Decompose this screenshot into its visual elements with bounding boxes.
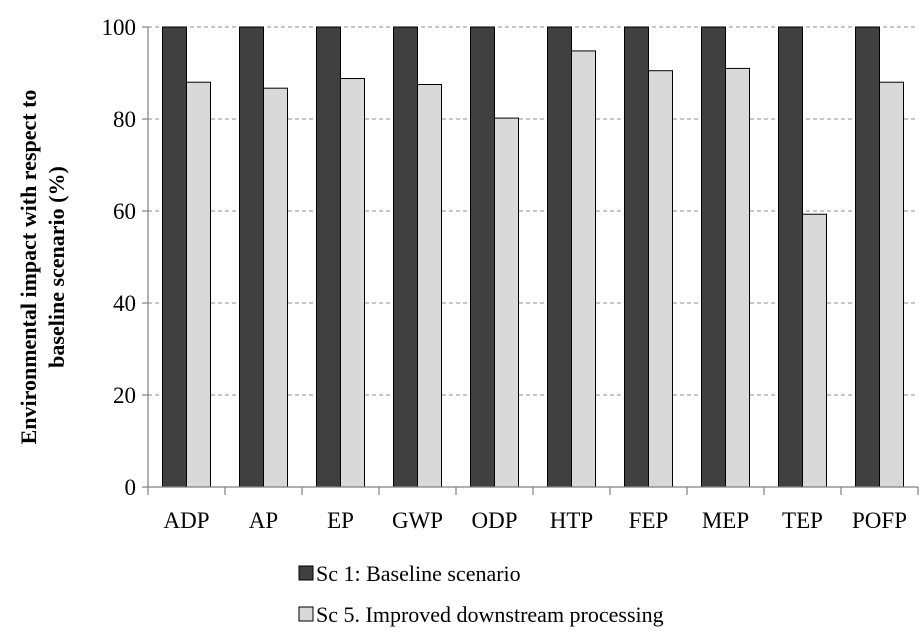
x-tick-labels: ADP AP EP GWP ODP HTP FEP MEP TEP POFP [163, 508, 907, 533]
y-tick-label: 20 [113, 383, 136, 408]
y-tick-label: 80 [113, 107, 136, 132]
x-tick-label: POFP [852, 508, 907, 533]
bar-improved-ep [340, 78, 365, 488]
x-tick-label: EP [327, 508, 354, 533]
legend-label-improved: Sc 5. Improved downstream processing [316, 602, 664, 627]
bar-baseline-pofp [855, 26, 880, 488]
bar-baseline-mep [701, 26, 726, 488]
x-tick-label: AP [249, 508, 278, 533]
x-tick-label: MEP [702, 508, 749, 533]
x-tick-label: TEP [782, 508, 823, 533]
bar-baseline-ap [239, 26, 264, 488]
bar-baseline-fep [624, 26, 649, 488]
legend-label-baseline: Sc 1: Baseline scenario [316, 561, 521, 586]
bar-baseline-odp [470, 26, 495, 488]
bar-improved-gwp [417, 84, 442, 488]
y-tick-label: 100 [102, 15, 137, 40]
y-tick-label: 60 [113, 199, 136, 224]
bar-improved-odp [494, 117, 519, 488]
axes [142, 26, 919, 495]
bar-baseline-tep [778, 26, 803, 488]
y-axis-title-line-2: baseline scenario (%) [44, 166, 69, 368]
y-tick-labels: 0 20 40 60 80 100 [102, 15, 137, 500]
y-axis-title-line-1: Environmental impact with respect to [16, 90, 41, 445]
x-tick-label: FEP [629, 508, 669, 533]
legend-swatch-improved [298, 606, 314, 622]
legend-swatch-baseline [298, 565, 314, 581]
bar-improved-fep [648, 70, 673, 488]
y-axis-title: Environmental impact with respect to bas… [16, 90, 69, 445]
x-tick-label: GWP [392, 508, 443, 533]
bar-improved-tep [802, 213, 827, 488]
bar-improved-htp [571, 50, 596, 488]
y-tick-label: 40 [113, 291, 136, 316]
bar-improved-ap [263, 87, 288, 488]
legend: Sc 1: Baseline scenario Sc 5. Improved d… [298, 561, 664, 627]
bars [162, 26, 904, 488]
bar-improved-pofp [879, 81, 904, 488]
bar-baseline-htp [547, 26, 572, 488]
x-tick-label: ADP [163, 508, 209, 533]
y-tick-label: 0 [125, 475, 137, 500]
bar-improved-mep [725, 67, 750, 488]
x-tick-label: HTP [550, 508, 593, 533]
bar-baseline-ep [316, 26, 341, 488]
bar-baseline-adp [162, 26, 187, 488]
bar-improved-adp [186, 81, 211, 488]
bar-baseline-gwp [393, 26, 418, 488]
x-tick-label: ODP [471, 508, 517, 533]
